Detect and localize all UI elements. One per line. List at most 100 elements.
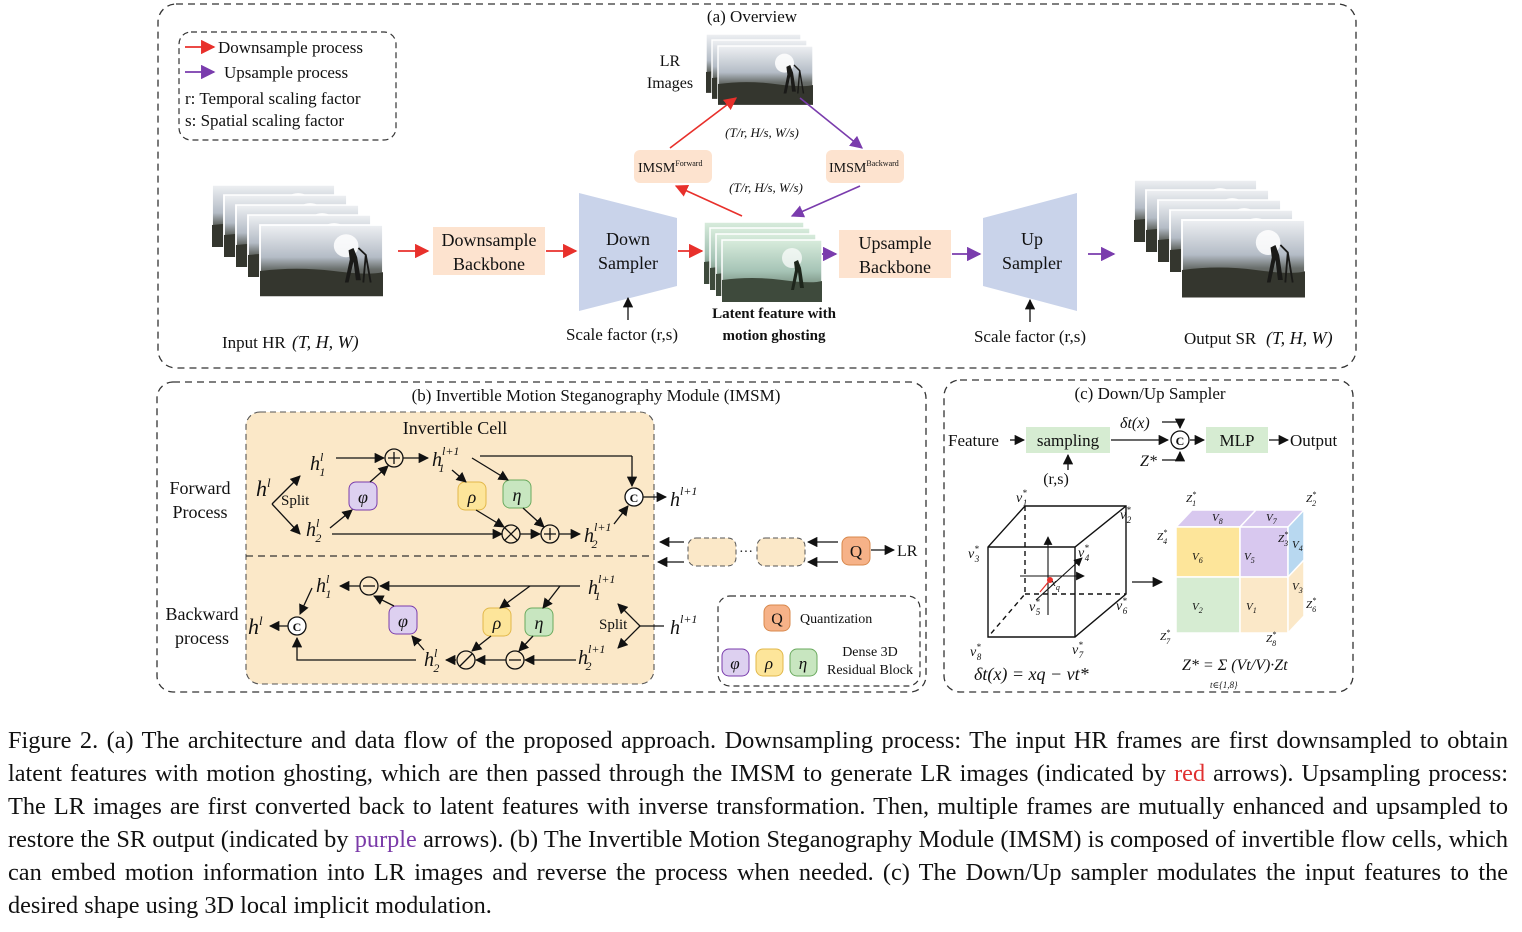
upsample-backbone [839, 230, 951, 278]
arrow-lr-to-imsmb [799, 97, 863, 149]
phi-block [348, 481, 378, 511]
rho-block-f [457, 481, 487, 511]
rho-symbol-f: ρ [467, 487, 477, 507]
svg-text:V4: V4 [1292, 539, 1303, 553]
edge-h2n-concat [613, 505, 629, 525]
legend-r: r: Temporal scaling factor [185, 89, 361, 108]
h-l1-out: hl+1 [670, 484, 697, 511]
edge-rho-div [471, 635, 492, 652]
svg-text:v*4: v* 4 [1078, 543, 1090, 563]
chain-cell-2 [756, 537, 806, 567]
delta-label: δt(x) [1120, 415, 1150, 432]
lr-images-stack [705, 33, 814, 106]
input-shape: (T, H, W) [292, 332, 359, 353]
svg-text:Z*4: Z* 4 [1157, 528, 1167, 546]
latent-feature-stack [703, 221, 823, 303]
legend-phi [721, 648, 750, 677]
concat-symbol-f: C [630, 491, 639, 505]
caption-part-2: arrows). Upsampling process: The LR imag… [8, 760, 1508, 853]
edge-h2-phi [329, 509, 353, 529]
edge-eta-add [522, 507, 545, 528]
down-sampler-line2: Sampler [598, 253, 658, 273]
edge-h1n-eta [471, 457, 509, 481]
edge-h1b-concat [299, 587, 313, 615]
mlp-label: MLP [1220, 431, 1255, 450]
formula-right: Z* = Σ (Vt/V)·Zt [1182, 657, 1288, 674]
imsm-title: (b) Invertible Motion Steganography Modu… [412, 386, 781, 405]
shape-top: (T/r, H/s, W/s) [725, 125, 799, 140]
edge-splitb-up [617, 603, 641, 627]
sampling-block [1026, 427, 1110, 453]
volume-labels: V8 V7 V6 V5 V2 V1 V3 V4 Z* 1 Z* 2 Z* 4 Z* 3 … [1157, 490, 1316, 648]
legend-box [178, 31, 397, 141]
backward-label-2: process [175, 628, 229, 648]
rho-block-b [482, 607, 512, 637]
h1-l: hl 1 [310, 450, 325, 479]
svg-text:Z*7: Z* 7 [1160, 628, 1171, 646]
edge-h1nb-eta [542, 585, 561, 609]
upsample-backbone-line2: Backbone [859, 257, 931, 277]
down-sampler-line1: Down [606, 229, 650, 249]
svg-text:v*6: v* 6 [1116, 596, 1128, 616]
up-sampler-line2: Sampler [1002, 253, 1062, 273]
downsample-backbone-line2: Backbone [453, 254, 525, 274]
svg-text:Z*1: Z* 1 [1186, 490, 1196, 508]
output-shape: (T, H, W) [1266, 328, 1333, 349]
phi-symbol-b: φ [398, 611, 408, 631]
sampler-panel [943, 379, 1354, 693]
downsample-backbone [433, 227, 545, 275]
sub-node-1 [359, 576, 379, 596]
imsm-forward-box [634, 150, 712, 183]
legend-q-block [763, 604, 791, 632]
legend-phi-symbol: φ [730, 654, 739, 673]
legend-quantization: Quantization [800, 612, 872, 627]
legend-rho [755, 648, 784, 677]
arrow-imsmf-to-lr [669, 97, 738, 149]
legend-dense-2: Residual Block [827, 663, 913, 678]
overview-panel [157, 3, 1357, 369]
scale-factor-right: Scale factor (r,s) [974, 327, 1086, 346]
cube-vertex-labels: v* 1 v* 2 v* 3 v* 4 v* 5 v* 6 v* 7 v* 8 xq [968, 488, 1132, 662]
edge-delta-concat [1162, 418, 1186, 430]
h2-l-back: hl 2 [424, 646, 439, 675]
phi-block-b [388, 605, 418, 635]
svg-text:Z*2: Z* 2 [1306, 490, 1316, 508]
edge-phi-add [369, 465, 389, 483]
svg-text:v*8: v* 8 [970, 642, 982, 662]
sampling-cube [987, 505, 1127, 638]
downsample-backbone-line1: Downsample [442, 230, 537, 250]
figure-diagram: (a) Overview Downsample process Upsample… [156, 3, 1357, 693]
split-backward: Split [599, 617, 628, 633]
split-forward: Split [281, 493, 310, 509]
svg-text:V8: V8 [1212, 512, 1223, 526]
svg-text:Z*8: Z* 8 [1266, 630, 1276, 648]
up-sampler-line1: Up [1021, 229, 1043, 249]
overview-title: (a) Overview [707, 7, 798, 26]
imsm-legend [717, 595, 921, 687]
cube-axes [1020, 536, 1085, 615]
legend-rho-symbol: ρ [764, 654, 773, 673]
rs-label: (r,s) [1043, 471, 1069, 488]
edge-h2b-concat [291, 636, 416, 661]
svg-text:V7: V7 [1266, 512, 1278, 526]
arrow-imsmb-to-latent [790, 185, 861, 218]
eta-symbol-f: η [513, 485, 522, 505]
down-sampler [579, 193, 677, 311]
concat-node-b [287, 616, 307, 636]
svg-text:V6: V6 [1192, 551, 1203, 565]
invertible-cell-title: Invertible Cell [403, 418, 507, 438]
legend-dense-1: Dense 3D [842, 645, 898, 660]
backward-label-1: Backward [166, 604, 239, 624]
edge-zstar-concat [1162, 450, 1186, 462]
svg-text:Z*6: Z* 6 [1306, 596, 1316, 614]
h2-l: hl 2 [306, 516, 321, 545]
rho-symbol-b: ρ [492, 613, 502, 633]
forward-label-2: Process [173, 502, 228, 522]
scale-factor-left: Scale factor (r,s) [566, 325, 678, 344]
upsample-backbone-line1: Upsample [859, 233, 932, 253]
caption-part-1: Figure 2. (a) The architecture and data … [8, 727, 1508, 787]
edge-phi-sub [373, 595, 395, 607]
forward-label-1: Forward [170, 478, 231, 498]
svg-text:xq: xq [1050, 577, 1060, 592]
legend-eta [789, 648, 818, 677]
